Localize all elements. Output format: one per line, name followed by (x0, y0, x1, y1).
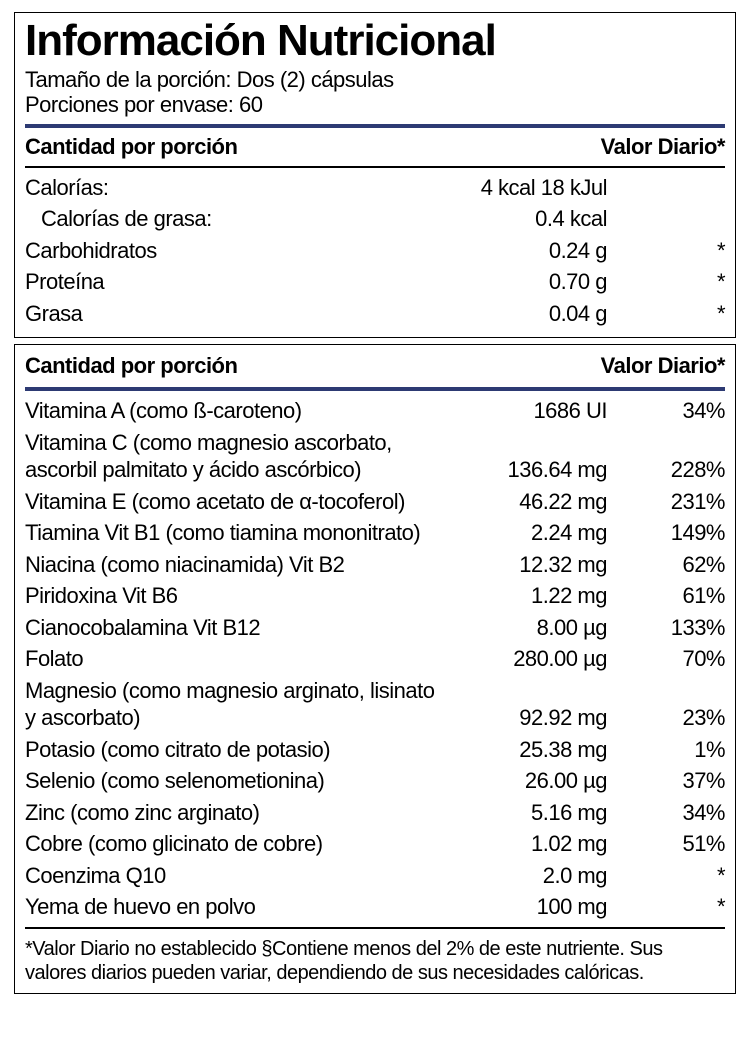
row-dv: * (615, 862, 725, 890)
thick-rule (25, 124, 725, 128)
header-right: Valor Diario* (601, 134, 725, 160)
table-row: Niacina (como niacinamida) Vit B212.32 m… (25, 549, 725, 581)
header-row: Cantidad por porción Valor Diario* (25, 132, 725, 162)
row-label: Calorías: (25, 174, 445, 202)
table-row: Potasio (como citrato de potasio)25.38 m… (25, 734, 725, 766)
table-row: Selenio (como selenometionina)26.00 µg37… (25, 765, 725, 797)
row-amount: 5.16 mg (445, 799, 615, 827)
servings-per: Porciones por envase: 60 (25, 92, 725, 117)
row-label: Piridoxina Vit B6 (25, 582, 445, 610)
thin-rule (25, 927, 725, 929)
row-dv: 61% (615, 582, 725, 610)
table-row: Piridoxina Vit B61.22 mg61% (25, 580, 725, 612)
row-dv: 149% (615, 519, 725, 547)
row-amount: 0.70 g (445, 268, 615, 296)
table-row: Grasa0.04 g* (25, 298, 725, 330)
row-label: Cobre (como glicinato de cobre) (25, 830, 445, 858)
row-amount: 1.02 mg (445, 830, 615, 858)
row-amount: 2.0 mg (445, 862, 615, 890)
row-label: Yema de huevo en polvo (25, 893, 445, 921)
row-amount: 100 mg (445, 893, 615, 921)
table-row: Carbohidratos0.24 g* (25, 235, 725, 267)
header-right: Valor Diario* (601, 353, 725, 379)
header-row: Cantidad por porción Valor Diario* (25, 351, 725, 381)
row-dv: * (615, 237, 725, 265)
row-label: Selenio (como selenometionina) (25, 767, 445, 795)
row-dv: * (615, 268, 725, 296)
row-dv: * (615, 300, 725, 328)
table-row: Calorías de grasa:0.4 kcal (25, 203, 725, 235)
footnote: *Valor Diario no establecido §Contiene m… (25, 933, 725, 985)
row-dv: 133% (615, 614, 725, 642)
table-row: Zinc (como zinc arginato)5.16 mg34% (25, 797, 725, 829)
row-amount: 1686 UI (445, 397, 615, 425)
row-dv: 23% (615, 704, 725, 732)
row-label: Calorías de grasa: (25, 205, 445, 233)
row-label: Potasio (como citrato de potasio) (25, 736, 445, 764)
row-label: Vitamina C (como magnesio ascorbato, asc… (25, 429, 445, 484)
table-row: Calorías:4 kcal 18 kJul (25, 172, 725, 204)
row-amount: 2.24 mg (445, 519, 615, 547)
row-amount: 136.64 mg (445, 456, 615, 484)
row-label: Niacina (como niacinamida) Vit B2 (25, 551, 445, 579)
table-row: Vitamina E (como acetato de α-tocoferol)… (25, 486, 725, 518)
row-label: Cianocobalamina Vit B12 (25, 614, 445, 642)
row-dv: 231% (615, 488, 725, 516)
row-dv: 34% (615, 397, 725, 425)
nutrition-panel-top: Información Nutricional Tamaño de la por… (14, 12, 736, 338)
row-dv: 62% (615, 551, 725, 579)
row-amount: 0.24 g (445, 237, 615, 265)
row-label: Vitamina E (como acetato de α-tocoferol) (25, 488, 445, 516)
row-label: Grasa (25, 300, 445, 328)
table-row: Cianocobalamina Vit B128.00 µg133% (25, 612, 725, 644)
row-dv: 228% (615, 456, 725, 484)
row-amount: 92.92 mg (445, 704, 615, 732)
table-row: Cobre (como glicinato de cobre)1.02 mg51… (25, 828, 725, 860)
row-label: Coenzima Q10 (25, 862, 445, 890)
row-dv: 37% (615, 767, 725, 795)
row-amount: 26.00 µg (445, 767, 615, 795)
serving-size: Tamaño de la porción: Dos (2) cápsulas (25, 67, 725, 92)
nutrition-panel-bottom: Cantidad por porción Valor Diario* Vitam… (14, 344, 736, 994)
table-row: Proteína0.70 g* (25, 266, 725, 298)
row-amount: 46.22 mg (445, 488, 615, 516)
table-row: Coenzima Q102.0 mg* (25, 860, 725, 892)
section2-body: Vitamina A (como ß-caroteno)1686 UI34%Vi… (25, 395, 725, 923)
header-left: Cantidad por porción (25, 134, 237, 160)
row-amount: 1.22 mg (445, 582, 615, 610)
row-label: Vitamina A (como ß-caroteno) (25, 397, 445, 425)
row-dv: * (615, 893, 725, 921)
row-amount: 0.04 g (445, 300, 615, 328)
table-row: Magnesio (como magnesio arginato, lisina… (25, 675, 725, 734)
row-dv: 51% (615, 830, 725, 858)
row-amount: 280.00 µg (445, 645, 615, 673)
table-row: Vitamina A (como ß-caroteno)1686 UI34% (25, 395, 725, 427)
row-label: Proteína (25, 268, 445, 296)
row-amount: 8.00 µg (445, 614, 615, 642)
row-amount: 12.32 mg (445, 551, 615, 579)
table-row: Folato280.00 µg70% (25, 643, 725, 675)
row-amount: 0.4 kcal (445, 205, 615, 233)
row-label: Carbohidratos (25, 237, 445, 265)
thick-rule (25, 387, 725, 391)
row-label: Folato (25, 645, 445, 673)
row-label: Tiamina Vit B1 (como tiamina mononitrato… (25, 519, 445, 547)
row-amount: 25.38 mg (445, 736, 615, 764)
row-label: Magnesio (como magnesio arginato, lisina… (25, 677, 445, 732)
table-row: Vitamina C (como magnesio ascorbato, asc… (25, 427, 725, 486)
row-dv: 1% (615, 736, 725, 764)
thin-rule (25, 166, 725, 168)
table-row: Tiamina Vit B1 (como tiamina mononitrato… (25, 517, 725, 549)
row-amount: 4 kcal 18 kJul (445, 174, 615, 202)
title: Información Nutricional (25, 19, 725, 63)
row-label: Zinc (como zinc arginato) (25, 799, 445, 827)
table-row: Yema de huevo en polvo100 mg* (25, 891, 725, 923)
row-dv: 34% (615, 799, 725, 827)
header-left: Cantidad por porción (25, 353, 237, 379)
section1-body: Calorías:4 kcal 18 kJulCalorías de grasa… (25, 172, 725, 330)
row-dv: 70% (615, 645, 725, 673)
